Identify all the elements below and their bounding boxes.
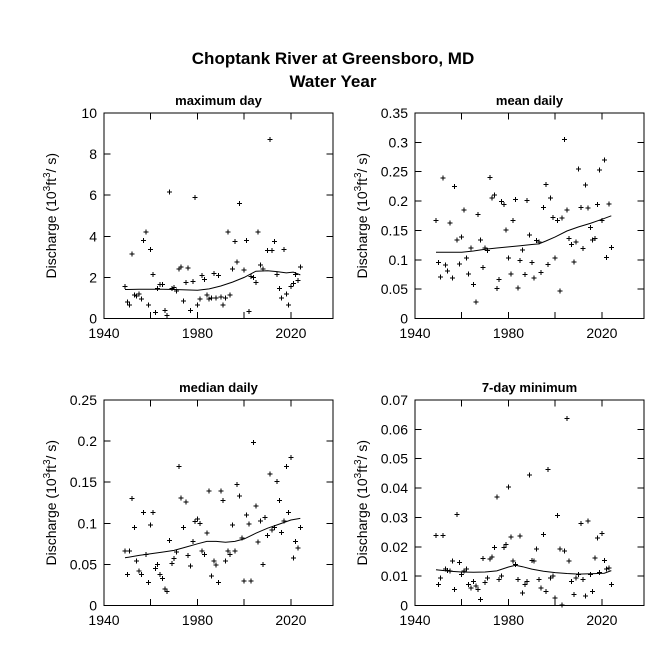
x-tick-label: 1940 [88,325,119,341]
y-tick-label: 0.2 [389,193,409,209]
scatter-points [122,440,303,594]
subplot-title: median daily [179,380,259,395]
figure-title-line1: Choptank River at Greensboro, MD [191,49,475,68]
y-axis-label: Discharge (103ft3/ s) [42,440,59,566]
axis-ticks [103,399,333,606]
y-tick-label: 0.05 [381,451,408,467]
x-tick-label: 1980 [493,325,524,341]
y-tick-label: 0.02 [381,539,408,555]
axis-ticks [414,399,644,606]
subplot-title: 7-day minimum [482,380,577,395]
y-tick-label: 0.06 [381,421,408,437]
scatter-points [433,416,614,608]
chart-panel-maximum-day: 1940 1980 2020 0 2 4 6 8 10 maximum day Discharge … [42,93,334,341]
y-axis-label: Discharge (103ft3/ s) [42,153,59,279]
y-tick-label: 0 [89,598,97,614]
y-tick-label: 0.25 [70,392,97,408]
x-tick-label: 1980 [493,612,524,628]
y-tick-label: 0.3 [389,134,409,150]
y-tick-label: 4 [89,228,97,244]
x-tick-label: 2020 [275,325,306,341]
x-tick-label: 1980 [182,612,213,628]
y-axis-label: Discharge (103ft3/ s) [353,153,370,279]
subplot-title: mean daily [496,93,564,108]
y-tick-label: 10 [81,105,97,121]
y-axis-label: Discharge (103ft3/ s) [353,440,370,566]
chart-panel-median-daily: 1940 1980 2020 0 0.05 0.1 0.15 0.2 0.25 median da… [42,380,334,628]
y-tick-label: 0.2 [78,433,98,449]
y-tick-label: 0.1 [78,515,98,531]
x-tick-label: 2020 [586,612,617,628]
y-tick-label: 0.05 [381,281,408,297]
lowess-trend-line [435,564,612,575]
y-tick-label: 2 [89,269,97,285]
axis-ticks [414,112,644,319]
lowess-trend-line [124,270,301,291]
x-tick-label: 2020 [275,612,306,628]
y-tick-label: 8 [89,146,97,162]
figure-title-line2: Water Year [289,72,377,91]
chart-panel-7-day-minimum: 1940 1980 2020 0 0.01 0.02 0.03 0.04 0.05 0.06 0.0… [353,380,645,628]
x-tick-label: 1940 [88,612,119,628]
axis-ticks [103,112,333,319]
y-tick-label: 0 [400,598,408,614]
lowess-trend-line [124,517,301,559]
y-tick-label: 0.15 [381,222,408,238]
plot-frame [414,112,645,319]
y-tick-label: 6 [89,187,97,203]
y-tick-label: 0.05 [70,556,97,572]
y-tick-label: 0.35 [381,105,408,121]
y-tick-label: 0 [400,311,408,327]
y-tick-label: 0.03 [381,509,408,525]
chart-panel-mean-daily: 1940 1980 2020 0 0.05 0.1 0.15 0.2 0.25 0.3 0.35 me… [353,93,645,341]
x-tick-label: 1940 [399,325,430,341]
scatter-points [433,136,614,305]
lowess-trend-line [436,215,612,253]
subplot-title: maximum day [175,93,262,108]
scatter-points [122,137,303,318]
y-tick-label: 0 [89,311,97,327]
x-tick-label: 1940 [399,612,430,628]
y-tick-label: 0.1 [389,252,409,268]
x-tick-label: 2020 [586,325,617,341]
y-tick-label: 0.07 [381,392,408,408]
figure-title: Choptank River at Greensboro, MD Water Y… [0,47,666,93]
x-tick-label: 1980 [182,325,213,341]
plot-frame [103,112,334,319]
plot-frame [414,399,645,606]
y-tick-label: 0.15 [70,474,97,490]
plot-frame [103,399,334,606]
y-tick-label: 0.04 [381,480,408,496]
y-tick-label: 0.01 [381,568,408,584]
y-tick-label: 0.25 [381,164,408,180]
